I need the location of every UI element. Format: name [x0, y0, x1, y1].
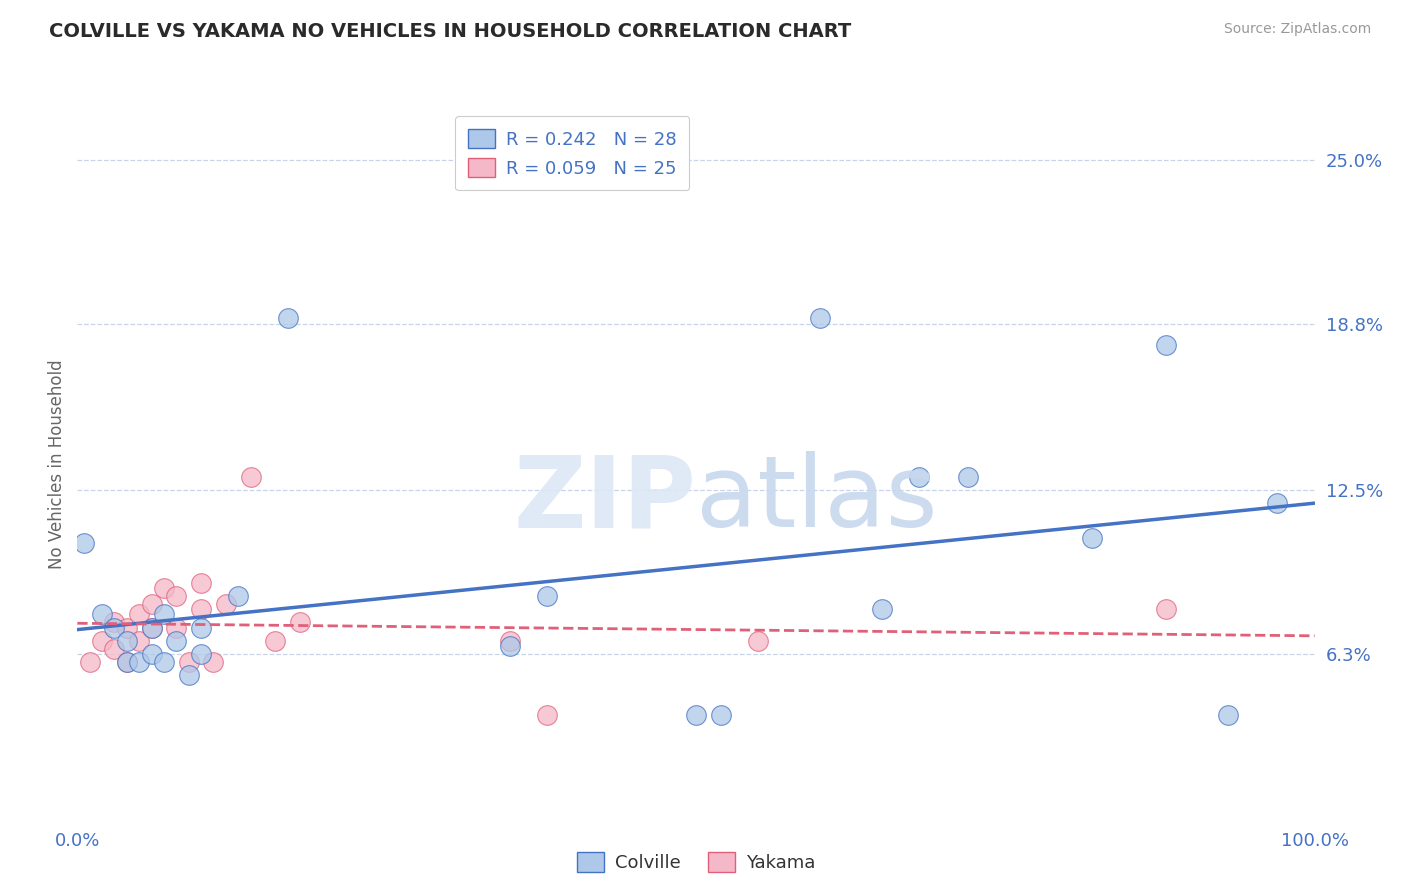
Point: [115, 655, 138, 669]
Point: [1154, 602, 1177, 616]
Point: [165, 589, 187, 603]
Point: [103, 621, 125, 635]
Point: [1081, 531, 1104, 545]
Point: [957, 470, 980, 484]
Point: [91, 634, 114, 648]
Point: [103, 615, 125, 630]
Point: [141, 621, 163, 635]
Point: [264, 634, 287, 648]
Point: [141, 647, 163, 661]
Point: [808, 311, 831, 326]
Point: [141, 597, 163, 611]
Point: [153, 607, 176, 622]
Point: [190, 602, 212, 616]
Point: [499, 634, 522, 648]
Point: [128, 655, 150, 669]
Point: [685, 707, 707, 722]
Point: [1267, 496, 1289, 510]
Point: [153, 655, 176, 669]
Legend: Colville, Yakama: Colville, Yakama: [567, 841, 825, 883]
Text: atlas: atlas: [696, 451, 938, 548]
Point: [1216, 707, 1239, 722]
Text: Source: ZipAtlas.com: Source: ZipAtlas.com: [1223, 22, 1371, 37]
Point: [115, 621, 138, 635]
Point: [190, 575, 212, 590]
Point: [226, 589, 249, 603]
Y-axis label: No Vehicles in Household: No Vehicles in Household: [48, 359, 66, 569]
Point: [907, 470, 929, 484]
Point: [870, 602, 893, 616]
Point: [202, 655, 225, 669]
Point: [153, 581, 176, 595]
Point: [79, 655, 101, 669]
Point: [215, 597, 238, 611]
Point: [165, 634, 187, 648]
Point: [91, 607, 114, 622]
Point: [536, 707, 558, 722]
Text: ZIP: ZIP: [513, 451, 696, 548]
Point: [115, 634, 138, 648]
Point: [177, 668, 200, 682]
Point: [536, 589, 558, 603]
Point: [277, 311, 299, 326]
Point: [141, 621, 163, 635]
Point: [239, 470, 262, 484]
Point: [190, 621, 212, 635]
Point: [128, 634, 150, 648]
Text: COLVILLE VS YAKAMA NO VEHICLES IN HOUSEHOLD CORRELATION CHART: COLVILLE VS YAKAMA NO VEHICLES IN HOUSEH…: [49, 22, 852, 41]
Point: [177, 655, 200, 669]
Point: [103, 641, 125, 656]
Point: [710, 707, 733, 722]
Point: [499, 639, 522, 653]
Point: [1154, 338, 1177, 352]
Point: [72, 536, 94, 550]
Point: [128, 607, 150, 622]
Point: [165, 621, 187, 635]
Point: [747, 634, 769, 648]
Point: [115, 655, 138, 669]
Point: [288, 615, 311, 630]
Point: [190, 647, 212, 661]
